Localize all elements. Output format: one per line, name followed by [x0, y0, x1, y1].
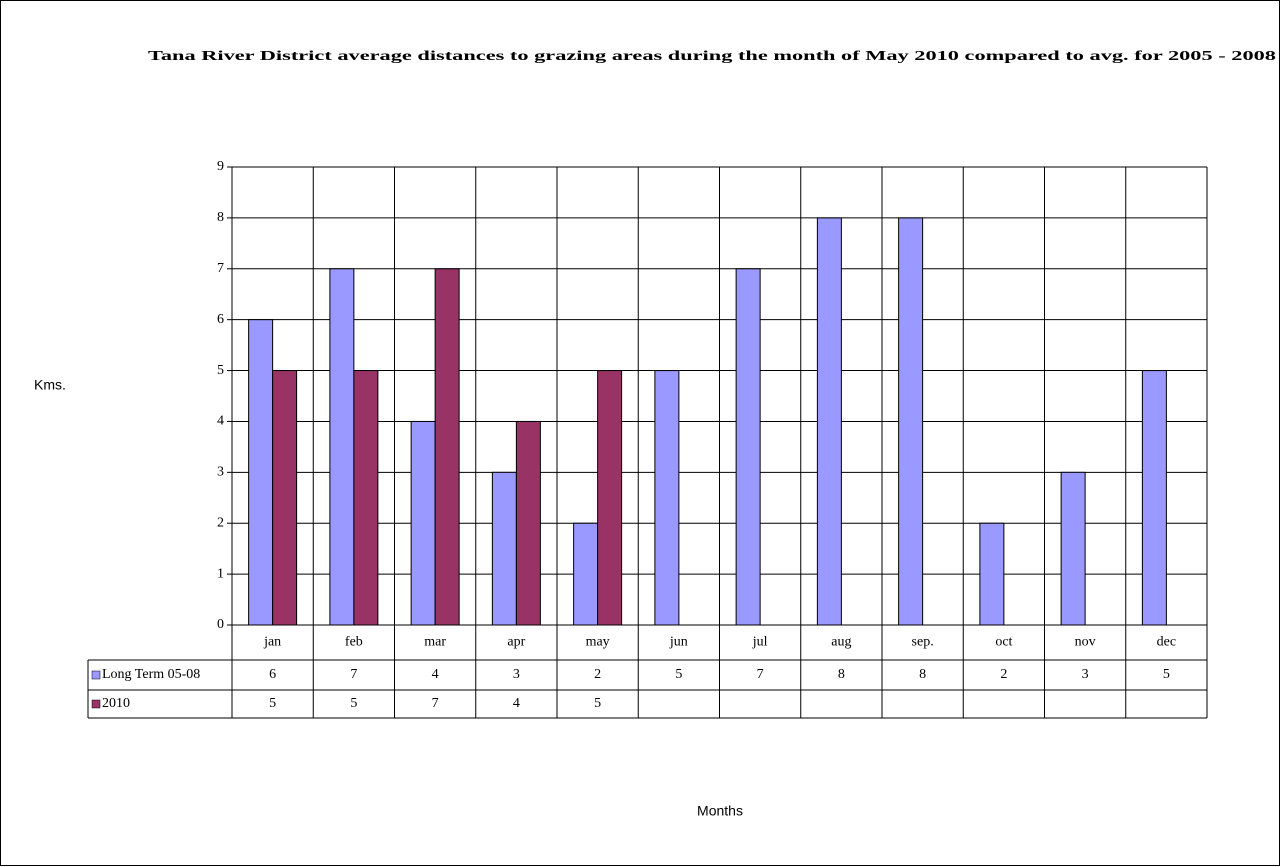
x-tick-label: oct: [995, 635, 1012, 650]
legend-swatch: [91, 699, 101, 709]
bar: [597, 370, 623, 626]
table-value: 5: [269, 696, 276, 711]
table-value: 8: [838, 667, 845, 682]
x-tick-label: may: [586, 635, 610, 650]
y-tick-label: 4: [217, 414, 224, 429]
table-value: 2: [1000, 667, 1007, 682]
x-tick-label: nov: [1075, 635, 1096, 650]
y-tick-label: 1: [217, 566, 224, 581]
table-value: 7: [432, 696, 439, 711]
bar: [898, 217, 924, 626]
table-value: 7: [757, 667, 764, 682]
table-value: 6: [269, 667, 276, 682]
table-value: 5: [1163, 667, 1170, 682]
table-value: 7: [350, 667, 357, 682]
y-tick-label: 9: [217, 159, 224, 174]
y-tick-label: 7: [217, 261, 224, 276]
table-value: 4: [432, 667, 439, 682]
x-tick-label: aug: [831, 635, 851, 650]
bar: [272, 370, 298, 626]
bar: [434, 268, 460, 626]
table-value: 5: [594, 696, 601, 711]
legend-swatch: [91, 670, 101, 680]
x-tick-label: apr: [507, 635, 525, 650]
x-axis-label: Months: [697, 803, 743, 819]
y-tick-label: 8: [217, 210, 224, 225]
bar: [1141, 370, 1167, 626]
y-tick-label: 5: [217, 363, 224, 378]
bar: [248, 319, 274, 626]
table-value: 3: [1082, 667, 1089, 682]
x-tick-label: mar: [424, 635, 446, 650]
x-tick-label: jul: [752, 635, 768, 650]
bar: [979, 522, 1005, 626]
bar: [353, 370, 379, 626]
table-value: 2: [594, 667, 601, 682]
bar: [329, 268, 355, 626]
bar: [1060, 471, 1086, 626]
y-tick-label: 6: [217, 312, 224, 327]
y-tick-label: 2: [217, 515, 224, 530]
table-value: 8: [919, 667, 926, 682]
bar: [573, 522, 599, 626]
legend-label: 2010: [102, 696, 130, 711]
table-value: 3: [513, 667, 520, 682]
y-axis-label: Kms.: [34, 377, 66, 393]
table-value: 5: [350, 696, 357, 711]
bar: [410, 420, 436, 626]
table-value: 5: [675, 667, 682, 682]
bar: [491, 471, 517, 626]
x-tick-label: jun: [669, 635, 688, 650]
bar: [735, 268, 761, 626]
bar: [654, 370, 680, 626]
y-tick-label: 0: [217, 617, 224, 632]
chart-title: Tana River District average distances to…: [148, 49, 1276, 64]
x-tick-label: feb: [345, 635, 363, 650]
bar: [515, 420, 541, 626]
x-tick-label: sep.: [912, 635, 934, 650]
bar: [816, 217, 842, 626]
x-tick-label: jan: [263, 635, 281, 650]
x-tick-label: dec: [1157, 635, 1176, 650]
y-tick-label: 3: [217, 465, 224, 480]
table-value: 4: [513, 696, 520, 711]
legend-label: Long Term 05-08: [102, 667, 200, 682]
